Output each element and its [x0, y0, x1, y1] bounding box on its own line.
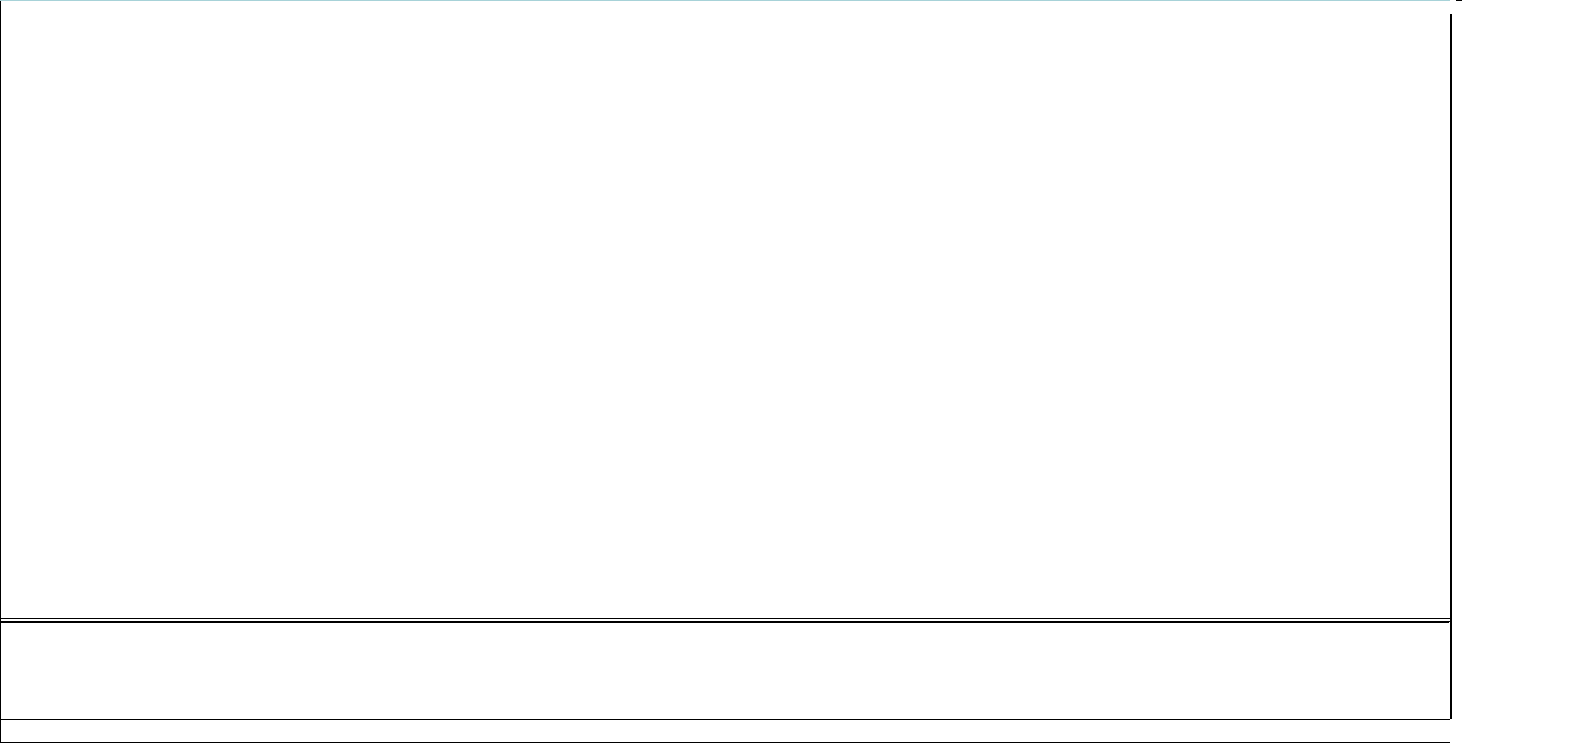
stochastic-pane[interactable]	[1, 622, 1449, 719]
price-axis-line	[1450, 14, 1452, 719]
symbol-header	[6, 5, 11, 17]
time-axis[interactable]	[0, 719, 1450, 743]
price-chart-pane[interactable]	[1, 14, 1449, 618]
chart-bottom-rule	[0, 719, 1450, 720]
pane-divider-top	[0, 618, 1450, 619]
stochastic-series-layer	[1, 623, 1449, 719]
current-price-tag	[1456, 0, 1462, 1]
price-series-layer	[1, 14, 1449, 618]
pane-divider-bottom	[0, 621, 1450, 622]
price-axis[interactable]	[1450, 0, 1596, 743]
current-price-line	[0, 0, 1450, 1]
